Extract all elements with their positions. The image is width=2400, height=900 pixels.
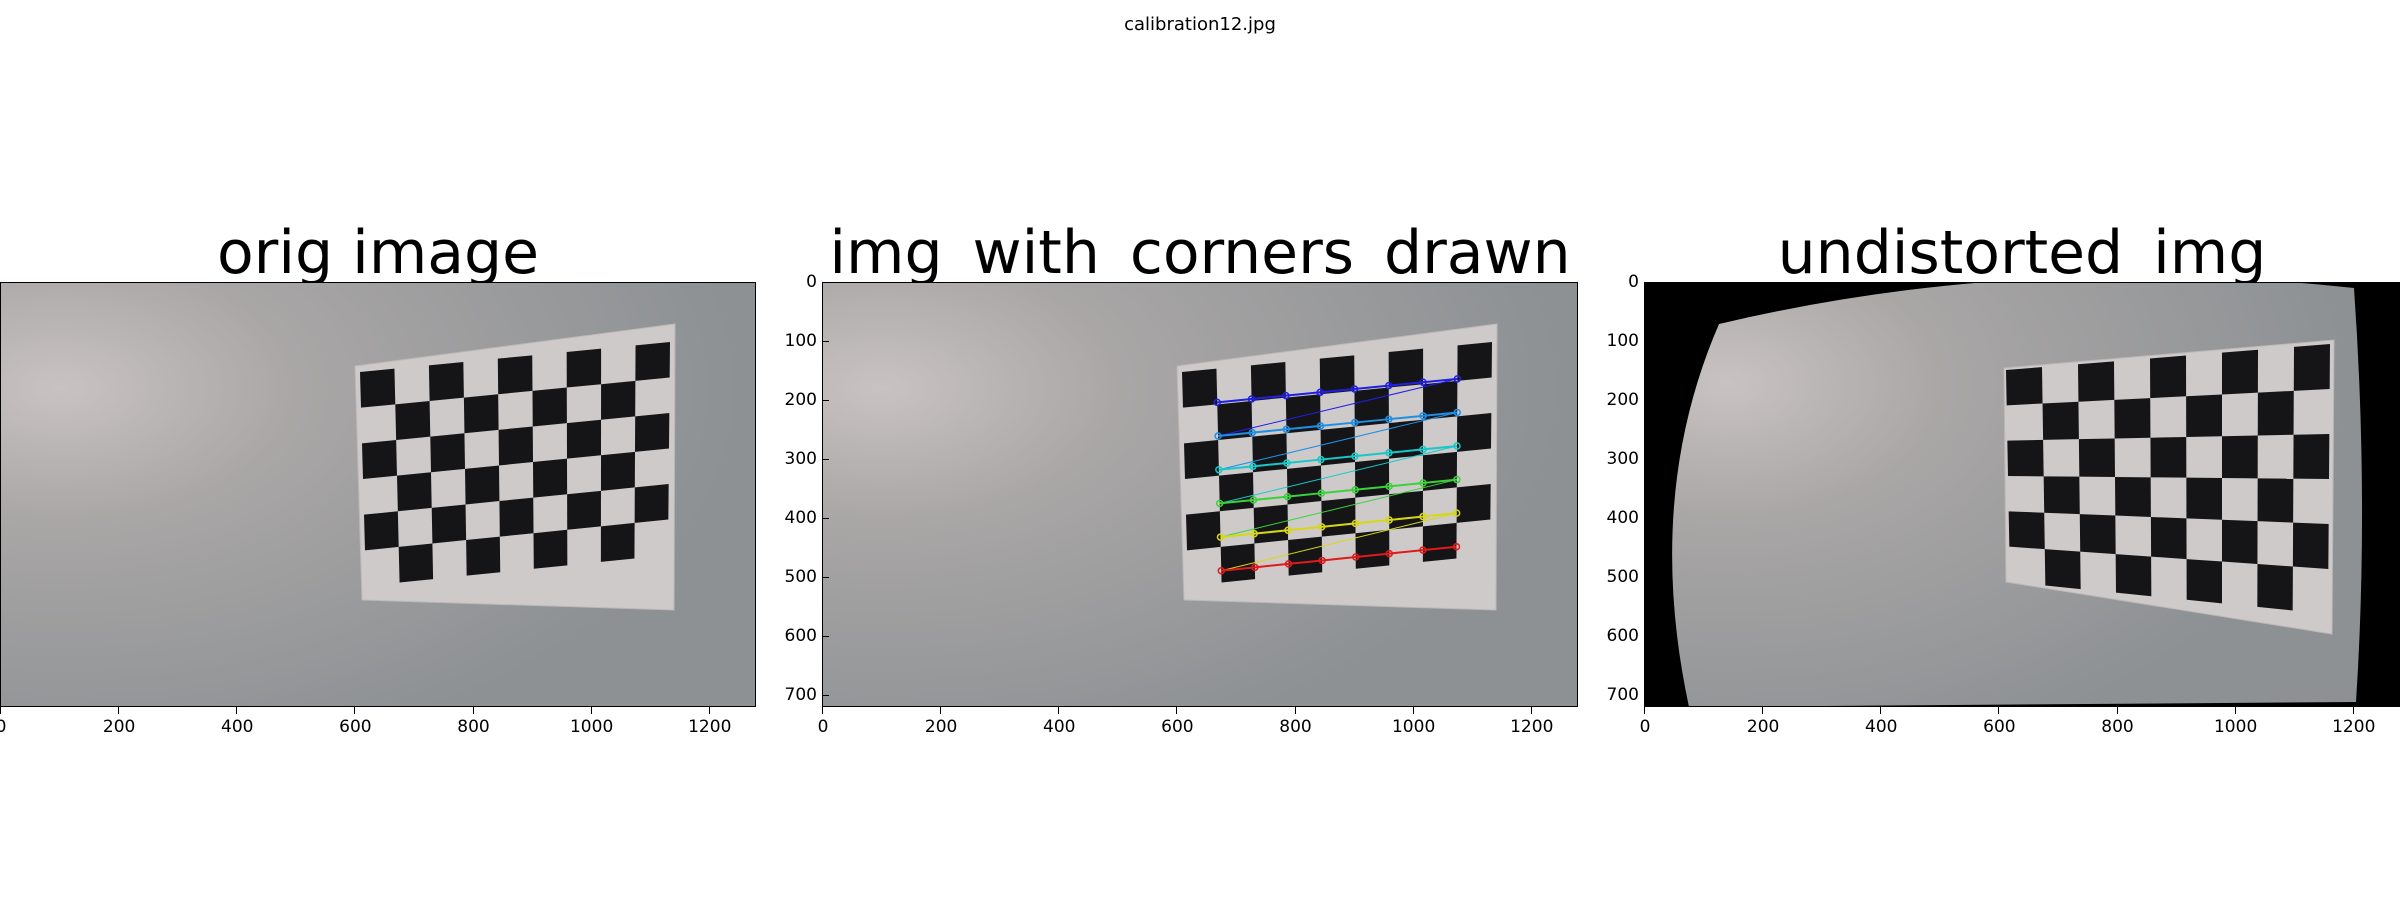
x-tick: 0	[0, 707, 6, 737]
x-tick-label: 200	[102, 717, 136, 737]
x-tick-label: 400	[221, 717, 254, 737]
x-tick-label: 1000	[1391, 717, 1436, 737]
x-tick-label: 600	[339, 717, 372, 737]
y-tick: 200	[785, 390, 829, 410]
x-tick: 1200	[2332, 707, 2375, 737]
x-tick-label: 1000	[569, 717, 614, 737]
x-tick-label: 800	[457, 717, 490, 737]
y-tick-label: 700	[1606, 685, 1639, 706]
y-tick-label: 600	[784, 626, 817, 647]
y-tick: 100	[785, 331, 829, 351]
x-tick-label: 1200	[1510, 717, 1554, 737]
x-tick-label: 1000	[2213, 717, 2258, 737]
x-tick: 0	[818, 707, 828, 737]
x-tick: 400	[221, 707, 253, 737]
x-tick: 0	[1640, 707, 1650, 737]
y-tick-label: 0	[1628, 272, 1639, 292]
x-tick: 200	[925, 707, 957, 737]
y-tick: 400	[785, 508, 829, 528]
undistorted-image-picture	[1644, 282, 2400, 707]
y-tick-label: 200	[1606, 390, 1639, 411]
x-tick-label: 0	[0, 717, 7, 737]
y-tick: 700	[1607, 685, 1651, 705]
y-tick-label: 300	[1606, 449, 1639, 470]
corners-image-picture	[822, 282, 1578, 707]
x-tick-label: 0	[1639, 717, 1651, 737]
y-tick: 0	[806, 272, 829, 292]
orig-image-picture	[0, 282, 756, 707]
photo-corners	[822, 282, 1578, 707]
y-tick: 600	[785, 626, 829, 646]
x-tick: 200	[1747, 707, 1779, 737]
y-tick: 200	[1607, 390, 1651, 410]
axis-ticks-undistorted: 0 200 400 600 800 1000 1200 0 100 200 300 400 500 600…	[1607, 272, 2400, 737]
x-tick-label: 200	[924, 717, 958, 737]
x-tick: 1000	[2214, 707, 2257, 737]
y-tick: 700	[785, 685, 829, 705]
x-tick: 600	[339, 707, 372, 737]
x-tick-label: 400	[1865, 717, 1898, 737]
panel-title-undistorted: undistorted_img	[1777, 218, 2267, 288]
axis-ticks-corners: 0 200 400 600 800 1000 1200 0 100 200 300 400 500 600…	[785, 272, 1578, 737]
x-tick: 1000	[1392, 707, 1435, 737]
x-tick: 800	[1279, 707, 1312, 737]
y-tick-label: 500	[1606, 567, 1639, 588]
x-tick-label: 0	[817, 717, 829, 737]
panel-title-corners: img_with_corners_drawn	[829, 218, 1571, 288]
y-tick: 600	[1607, 626, 1651, 646]
y-tick: 500	[785, 567, 829, 587]
y-tick-label: 100	[784, 331, 817, 352]
y-tick-label: 200	[784, 390, 817, 411]
x-tick-label: 600	[1983, 717, 2016, 737]
photo-undistorted	[1644, 282, 2400, 707]
x-tick: 800	[457, 707, 490, 737]
y-tick-label: 400	[784, 508, 817, 529]
axis-ticks-orig: 0 200 400 600 800 1000 1200	[0, 282, 756, 737]
x-tick-label: 1200	[688, 717, 732, 737]
x-tick: 600	[1983, 707, 2016, 737]
y-tick-label: 600	[1606, 626, 1639, 647]
x-tick-label: 200	[1746, 717, 1780, 737]
y-tick-label: 100	[1606, 331, 1639, 352]
x-tick: 1200	[688, 707, 731, 737]
photo-orig	[0, 282, 756, 707]
y-tick-label: 700	[784, 685, 817, 706]
x-tick: 400	[1043, 707, 1075, 737]
x-tick: 1200	[1510, 707, 1553, 737]
y-tick: 100	[1607, 331, 1651, 351]
x-tick: 200	[103, 707, 135, 737]
y-tick: 400	[1607, 508, 1651, 528]
x-tick-label: 600	[1161, 717, 1194, 737]
y-tick-label: 400	[1606, 508, 1639, 529]
x-tick: 600	[1161, 707, 1194, 737]
y-tick: 300	[1607, 449, 1651, 469]
panel-title-orig: orig image	[216, 218, 540, 288]
y-tick: 300	[785, 449, 829, 469]
y-tick-label: 300	[784, 449, 817, 470]
figure-title: calibration12.jpg	[1124, 14, 1276, 35]
x-tick: 1000	[570, 707, 613, 737]
x-tick-label: 800	[1279, 717, 1312, 737]
x-tick-label: 400	[1043, 717, 1076, 737]
x-tick-label: 1200	[2332, 717, 2376, 737]
x-tick-label: 800	[2101, 717, 2134, 737]
y-tick-label: 0	[806, 272, 817, 292]
x-tick: 400	[1865, 707, 1897, 737]
x-tick: 800	[2101, 707, 2134, 737]
y-tick: 0	[1628, 272, 1651, 292]
y-tick-label: 500	[784, 567, 817, 588]
y-tick: 500	[1607, 567, 1651, 587]
